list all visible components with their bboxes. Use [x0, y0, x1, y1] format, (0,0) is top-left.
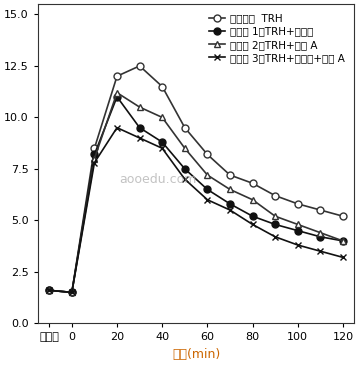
处理组 3：TRH+葡萄糖+药物 A: [295, 243, 300, 247]
处理组 1：TRH+葡萄糖: [160, 140, 164, 144]
Text: aooedu.com: aooedu.com: [120, 173, 197, 186]
处理组 1：TRH+葡萄糖: [341, 239, 345, 243]
对照组：  TRH: [183, 126, 187, 130]
处理组 2：TRH+药物 A: [205, 173, 210, 177]
对照组：  TRH: [92, 146, 97, 150]
处理组 3：TRH+葡萄糖+药物 A: [228, 208, 232, 212]
Line: 处理组 2：TRH+药物 A: 处理组 2：TRH+药物 A: [46, 89, 346, 296]
处理组 1：TRH+葡萄糖: [47, 288, 51, 292]
处理组 2：TRH+药物 A: [160, 115, 164, 120]
Legend: 对照组：  TRH, 处理组 1：TRH+葡萄糖, 处理组 2：TRH+药物 A, 处理组 3：TRH+葡萄糖+药物 A: 对照组： TRH, 处理组 1：TRH+葡萄糖, 处理组 2：TRH+药物 A,…: [205, 9, 349, 67]
处理组 2：TRH+药物 A: [92, 156, 97, 161]
Line: 对照组：  TRH: 对照组： TRH: [46, 62, 346, 296]
处理组 3：TRH+葡萄糖+药物 A: [318, 249, 322, 253]
对照组：  TRH: [318, 208, 322, 212]
处理组 1：TRH+葡萄糖: [70, 290, 74, 295]
处理组 3：TRH+葡萄糖+药物 A: [250, 222, 255, 227]
对照组：  TRH: [295, 201, 300, 206]
处理组 2：TRH+药物 A: [250, 197, 255, 202]
处理组 1：TRH+葡萄糖: [250, 214, 255, 218]
处理组 3：TRH+葡萄糖+药物 A: [205, 197, 210, 202]
X-axis label: 时间(min): 时间(min): [172, 348, 220, 361]
Line: 处理组 3：TRH+葡萄糖+药物 A: 处理组 3：TRH+葡萄糖+药物 A: [46, 124, 346, 296]
处理组 1：TRH+葡萄糖: [228, 201, 232, 206]
处理组 2：TRH+药物 A: [318, 230, 322, 235]
对照组：  TRH: [70, 290, 74, 295]
处理组 1：TRH+葡萄糖: [115, 95, 119, 99]
处理组 2：TRH+药物 A: [137, 105, 142, 109]
处理组 2：TRH+药物 A: [273, 214, 277, 218]
处理组 3：TRH+葡萄糖+药物 A: [183, 177, 187, 181]
处理组 3：TRH+葡萄糖+药物 A: [115, 126, 119, 130]
处理组 3：TRH+葡萄糖+药物 A: [137, 136, 142, 140]
处理组 1：TRH+葡萄糖: [318, 235, 322, 239]
对照组：  TRH: [341, 214, 345, 218]
对照组：  TRH: [205, 152, 210, 157]
处理组 3：TRH+葡萄糖+药物 A: [70, 290, 74, 295]
处理组 3：TRH+葡萄糖+药物 A: [160, 146, 164, 150]
对照组：  TRH: [47, 288, 51, 292]
处理组 3：TRH+葡萄糖+药物 A: [47, 288, 51, 292]
处理组 2：TRH+药物 A: [47, 288, 51, 292]
处理组 2：TRH+药物 A: [183, 146, 187, 150]
对照组：  TRH: [115, 74, 119, 78]
处理组 1：TRH+葡萄糖: [137, 126, 142, 130]
Line: 处理组 1：TRH+葡萄糖: 处理组 1：TRH+葡萄糖: [46, 93, 346, 296]
处理组 2：TRH+药物 A: [115, 91, 119, 95]
处理组 1：TRH+葡萄糖: [273, 222, 277, 227]
处理组 1：TRH+葡萄糖: [183, 167, 187, 171]
处理组 2：TRH+药物 A: [295, 222, 300, 227]
处理组 2：TRH+药物 A: [70, 290, 74, 295]
处理组 1：TRH+葡萄糖: [205, 187, 210, 192]
对照组：  TRH: [228, 173, 232, 177]
处理组 3：TRH+葡萄糖+药物 A: [273, 235, 277, 239]
处理组 3：TRH+葡萄糖+药物 A: [341, 255, 345, 260]
处理组 2：TRH+药物 A: [228, 187, 232, 192]
对照组：  TRH: [273, 193, 277, 198]
处理组 3：TRH+葡萄糖+药物 A: [92, 161, 97, 165]
处理组 2：TRH+药物 A: [341, 239, 345, 243]
处理组 1：TRH+葡萄糖: [92, 152, 97, 157]
对照组：  TRH: [160, 84, 164, 89]
对照组：  TRH: [137, 64, 142, 68]
对照组：  TRH: [250, 181, 255, 185]
处理组 1：TRH+葡萄糖: [295, 228, 300, 233]
